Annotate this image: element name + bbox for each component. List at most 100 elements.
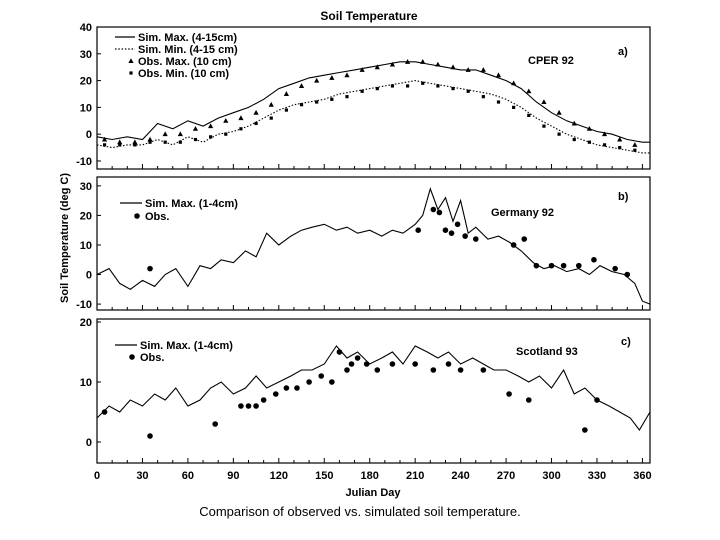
data-point — [239, 127, 243, 131]
data-point — [512, 105, 516, 109]
panel-c: 0 10 20 0 30 60 90 120 150 180 210 240 270 300 330 360 S… — [80, 317, 652, 482]
data-point — [269, 116, 273, 120]
site-label: CPER 92 — [528, 55, 574, 67]
data-point — [430, 367, 437, 373]
data-point — [457, 367, 464, 373]
data-point — [133, 143, 137, 147]
data-point — [178, 140, 182, 144]
data-point — [480, 367, 487, 373]
x-tick-label: 210 — [406, 470, 424, 482]
y-tick-label: 0 — [86, 270, 92, 282]
data-point — [533, 262, 540, 269]
data-point — [450, 64, 456, 70]
data-point — [283, 91, 289, 96]
site-label: Germany 92 — [491, 207, 554, 219]
data-point — [272, 391, 279, 397]
data-point — [542, 124, 546, 128]
data-point — [571, 120, 577, 126]
series-line-sim-max — [96, 187, 651, 305]
x-tick-label: 150 — [315, 470, 333, 482]
legend-label: Sim. Max. (4-15cm) — [138, 32, 237, 44]
data-point — [405, 84, 410, 88]
data-point — [575, 262, 582, 269]
panel-a: -10 0 10 20 30 40 Sim. Max. (4-15cm)Sim. Min. … — [76, 22, 651, 170]
data-point — [389, 61, 396, 67]
data-point — [525, 397, 532, 403]
plot-frame — [96, 318, 651, 464]
data-point — [306, 379, 312, 385]
panel-letter: c) — [621, 336, 631, 348]
data-point — [212, 421, 218, 427]
data-point — [147, 136, 153, 142]
data-point — [404, 59, 411, 64]
data-point — [436, 84, 440, 88]
data-point — [557, 132, 561, 136]
y-tick-label: 40 — [80, 22, 92, 34]
legend-marker-swatch — [128, 58, 134, 63]
y-tick-label: 10 — [80, 377, 92, 389]
data-point — [298, 83, 305, 88]
x-tick-label: 330 — [588, 470, 606, 482]
data-point — [354, 355, 361, 361]
data-point — [587, 140, 591, 144]
legend-label: Obs. Max. (10 cm) — [138, 56, 232, 68]
legend-marker-swatch — [129, 71, 133, 75]
data-point — [448, 230, 455, 236]
data-point — [330, 97, 334, 101]
panel-letter: a) — [618, 46, 628, 58]
y-tick-label: 10 — [80, 240, 92, 252]
legend-label: Sim. Max. (1-4cm) — [145, 198, 238, 210]
data-point — [117, 139, 123, 145]
figure-caption: Comparison of observed vs. simulated soi… — [199, 504, 521, 519]
data-point — [601, 131, 608, 137]
data-point — [284, 108, 288, 112]
x-axis-label: Julian Day — [345, 487, 401, 499]
x-tick-label: 90 — [227, 470, 239, 482]
legend-marker-swatch — [129, 354, 135, 360]
data-point — [314, 77, 320, 83]
data-point — [162, 131, 168, 137]
data-point — [445, 361, 452, 367]
data-point — [147, 433, 153, 439]
legend-label: Sim. Max. (1-4cm) — [140, 340, 233, 352]
data-point — [521, 236, 528, 242]
data-point — [336, 349, 343, 355]
x-tick-label: 180 — [361, 470, 379, 482]
y-tick-label: 0 — [86, 129, 92, 141]
data-point — [495, 72, 502, 78]
y-tick-label: 20 — [80, 317, 92, 329]
y-tick-label: -10 — [76, 299, 92, 311]
data-point — [442, 227, 449, 233]
data-point — [602, 143, 607, 147]
data-point — [506, 391, 512, 397]
x-tick-label: 240 — [451, 470, 469, 482]
data-point — [192, 126, 199, 131]
legend-label: Obs. — [140, 352, 164, 364]
data-point — [465, 67, 471, 72]
data-point — [617, 136, 623, 142]
data-point — [480, 67, 486, 72]
legend-marker-swatch — [134, 213, 140, 219]
data-point — [299, 103, 304, 107]
x-tick-label: 360 — [633, 470, 651, 482]
data-point — [238, 115, 244, 121]
data-point — [102, 143, 107, 147]
panel-b: -10 0 10 20 30 Sim. Max. (1-4cm)Obs. Germany 9… — [76, 176, 651, 311]
x-tick-label: 270 — [497, 470, 515, 482]
y-tick-label: 10 — [80, 102, 92, 114]
legend-label: Obs. — [145, 211, 169, 223]
plot-frame — [96, 176, 651, 311]
data-point — [374, 64, 380, 70]
data-point — [268, 101, 274, 107]
y-tick-label: 30 — [80, 49, 92, 61]
data-point — [193, 137, 198, 142]
y-tick-label: -10 — [76, 156, 92, 168]
data-point — [374, 367, 381, 373]
data-point — [118, 143, 122, 147]
data-point — [253, 109, 259, 115]
x-tick-label: 30 — [136, 470, 148, 482]
data-point — [624, 271, 631, 278]
data-point — [510, 242, 517, 248]
data-point — [632, 142, 638, 147]
